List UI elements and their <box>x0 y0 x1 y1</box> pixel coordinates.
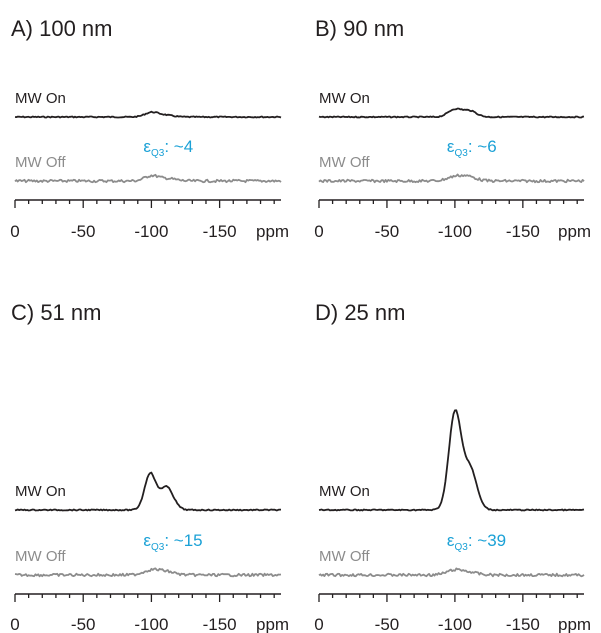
x-tick-label: -150 <box>506 615 540 633</box>
x-tick-label: 0 <box>314 222 323 241</box>
enhancement-label: εQ3: ~15 <box>143 531 202 553</box>
mw-on-trace <box>14 110 282 119</box>
enhancement-label: εQ3: ~4 <box>143 137 193 159</box>
mw-off-label: MW Off <box>319 548 370 565</box>
x-tick-label: -150 <box>203 222 237 241</box>
mw-on-label: MW On <box>15 90 66 107</box>
x-axis-unit: ppm <box>558 222 591 241</box>
x-tick-label: -100 <box>134 615 168 633</box>
x-tick-label: -50 <box>375 222 400 241</box>
x-tick-label: 0 <box>314 615 323 633</box>
panel-title: A) 100 nm <box>11 16 113 41</box>
mw-off-trace <box>318 567 585 578</box>
mw-off-label: MW Off <box>15 154 66 171</box>
mw-on-trace <box>14 471 281 512</box>
chart-panel-2: B) 90 nm MW On MW Off εQ3: ~6 0 -50 -100 -150 pp… <box>314 16 591 241</box>
chart-panel-3: C) 51 nm MW On MW Off εQ3: ~15 0 -50 -100 -150 p… <box>10 300 289 633</box>
x-tick-label: 0 <box>10 222 19 241</box>
mw-on-trace <box>318 409 585 512</box>
x-tick-label: 0 <box>10 615 19 633</box>
chart-panel-1: A) 100 nm MW On MW Off εQ3: ~4 0 -50 -100 -150 p… <box>10 16 289 241</box>
mw-on-label: MW On <box>15 483 66 500</box>
x-tick-label: -150 <box>506 222 540 241</box>
x-tick-label: -150 <box>203 615 237 633</box>
panel-title: D) 25 nm <box>315 300 405 325</box>
x-axis-unit: ppm <box>256 222 289 241</box>
x-axis-unit: ppm <box>256 615 289 633</box>
mw-off-trace <box>318 173 585 184</box>
enhancement-label: εQ3: ~39 <box>447 531 506 553</box>
x-axis-unit: ppm <box>558 615 591 633</box>
x-tick-label: -100 <box>438 615 472 633</box>
chart-panel-4: D) 25 nm MW On MW Off εQ3: ~39 0 -50 -100 -150 p… <box>314 300 591 633</box>
x-tick-label: -50 <box>71 222 96 241</box>
x-tick-label: -100 <box>134 222 168 241</box>
x-tick-label: -50 <box>375 615 400 633</box>
panel-title: C) 51 nm <box>11 300 101 325</box>
mw-off-trace <box>14 173 282 184</box>
panel-title: B) 90 nm <box>315 16 404 41</box>
x-tick-label: -100 <box>438 222 472 241</box>
mw-on-label: MW On <box>319 483 370 500</box>
mw-off-trace <box>14 567 282 578</box>
mw-off-label: MW Off <box>15 548 66 565</box>
x-tick-label: -50 <box>71 615 96 633</box>
enhancement-label: εQ3: ~6 <box>447 137 497 159</box>
mw-on-label: MW On <box>319 90 370 107</box>
mw-on-trace <box>318 107 585 119</box>
mw-off-label: MW Off <box>319 154 370 171</box>
